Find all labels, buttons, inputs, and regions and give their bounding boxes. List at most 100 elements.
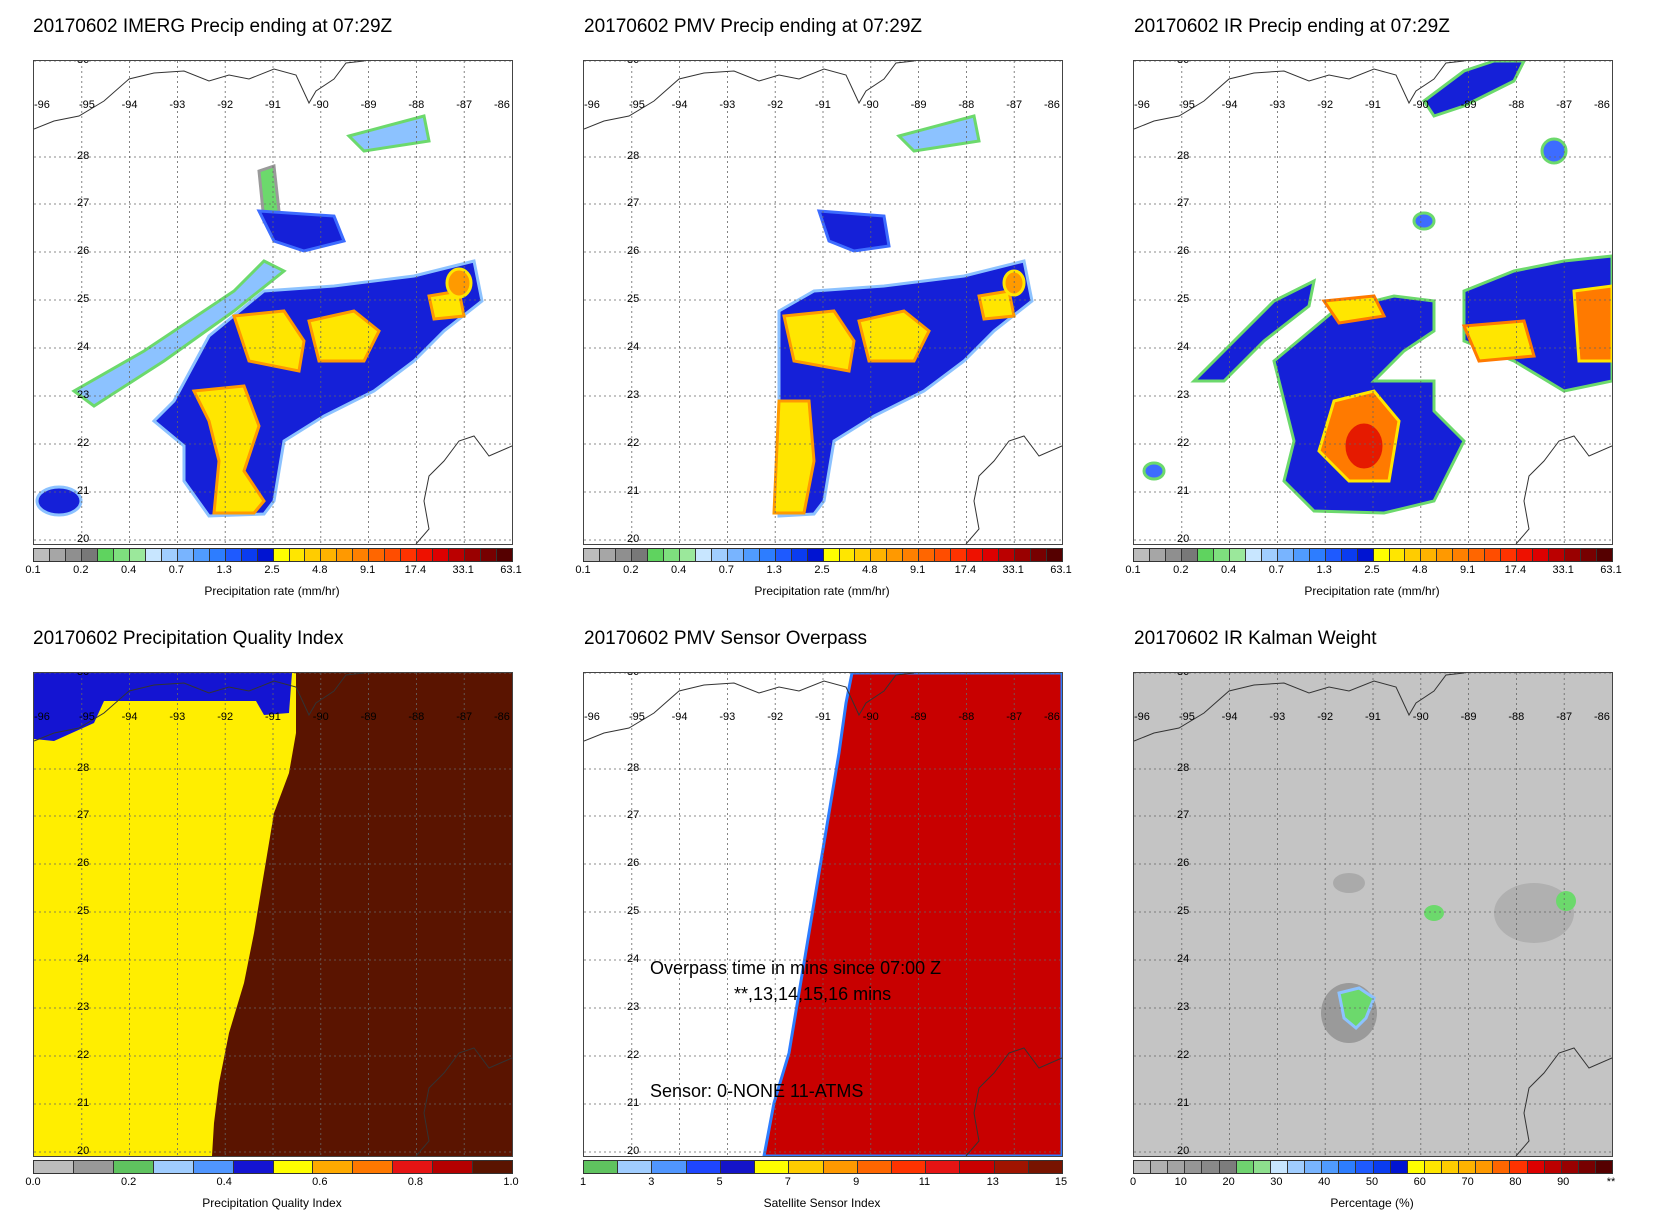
colorbar-swatch <box>960 1161 995 1173</box>
colorbar-swatch <box>1578 1161 1596 1173</box>
lat-label: 27 <box>627 809 640 821</box>
colorbar-swatch <box>193 549 210 561</box>
colorbar-tick: 1.3 <box>216 564 232 576</box>
colorbar-swatch <box>1229 549 1246 561</box>
lon-label: -92 <box>1317 99 1334 111</box>
lon-label: -87 <box>456 99 473 111</box>
colorbar-swatch <box>1373 549 1390 561</box>
lon-label: -88 <box>1508 99 1525 111</box>
lat-label: 25 <box>77 905 90 917</box>
colorbar-tick: 90 <box>1557 1176 1570 1188</box>
colorbar-swatches <box>1133 548 1613 562</box>
gulf-coastline <box>584 673 915 742</box>
lon-label: -86 <box>1594 711 1610 723</box>
lat-label: 21 <box>627 1097 640 1109</box>
colorbar-swatch <box>1533 549 1550 561</box>
panel-title-kalman: 20170602 IR Kalman Weight <box>1134 628 1377 649</box>
lon-label: -87 <box>1556 99 1573 111</box>
colorbar-tick: 17.4 <box>1504 564 1527 576</box>
lat-label: 21 <box>627 485 640 497</box>
colorbar-swatch <box>337 549 354 561</box>
colorbar-swatch <box>919 549 936 561</box>
lat-label: 26 <box>77 857 90 869</box>
colorbar-swatch <box>1597 549 1613 561</box>
lon-label: -87 <box>1556 711 1573 723</box>
colorbar-swatch <box>887 549 904 561</box>
colorbar-swatch <box>871 549 888 561</box>
colorbar-tick: 33.1 <box>1552 564 1574 576</box>
lon-label: -95 <box>79 711 95 723</box>
lat-label: 30 <box>1177 60 1190 66</box>
colorbar-swatch <box>1453 549 1470 561</box>
precip-area <box>857 309 931 363</box>
colorbar-swatch <box>618 1161 653 1173</box>
colorbar-swatch <box>1151 1161 1169 1173</box>
colorbar-swatch <box>1028 1161 1063 1173</box>
colorbar-tick: 0.1 <box>25 564 41 576</box>
colorbar-swatch <box>759 549 776 561</box>
lat-label: 23 <box>627 1001 640 1013</box>
colorbar-tick: 33.1 <box>1002 564 1024 576</box>
colorbar-tick: 0.4 <box>120 564 137 576</box>
colorbar-swatch <box>113 549 130 561</box>
colorbar-tick: 0 <box>1129 1176 1137 1188</box>
colorbar-swatch <box>1493 1161 1511 1173</box>
colorbar-swatches <box>583 548 1063 562</box>
lon-label: -96 <box>34 99 50 111</box>
colorbar-swatch <box>97 549 114 561</box>
lat-label: 20 <box>627 533 640 545</box>
yucatan-coastline <box>965 435 1062 544</box>
lat-label: 27 <box>77 197 90 209</box>
colorbar-swatch <box>177 549 194 561</box>
colorbar-swatch <box>1469 549 1486 561</box>
lon-label: -94 <box>1221 711 1238 723</box>
colorbar-tick: 0.1 <box>1125 564 1141 576</box>
colorbar-swatch <box>73 1161 114 1173</box>
colorbar-swatch <box>145 549 162 561</box>
colorbar-swatch <box>1517 549 1534 561</box>
colorbar-swatch <box>1407 1161 1425 1173</box>
lat-label: 25 <box>77 293 90 305</box>
colorbar-swatch <box>1501 549 1518 561</box>
colorbar-swatch <box>313 1161 354 1173</box>
panel-title-ir: 20170602 IR Precip ending at 07:29Z <box>1134 16 1450 37</box>
colorbar-swatch <box>1149 549 1166 561</box>
colorbar-swatch <box>1253 1161 1271 1173</box>
colorbar-swatch <box>1165 549 1182 561</box>
sensor-legend-text: Sensor: 0-NONE 11-ATMS <box>650 1081 864 1101</box>
lat-label: 23 <box>1177 389 1190 401</box>
gulf-coastline <box>1134 673 1465 742</box>
colorbar-swatch <box>1341 549 1358 561</box>
colorbar-swatch <box>926 1161 961 1173</box>
gulf-coastline <box>34 61 365 130</box>
colorbar-tick: 0.7 <box>1268 564 1285 576</box>
colorbar-tick: 63.1 <box>500 564 522 576</box>
panel-title-pqi: 20170602 Precipitation Quality Index <box>33 628 344 649</box>
colorbar-swatch <box>1309 549 1326 561</box>
colorbar-swatch <box>1031 549 1048 561</box>
colorbar-swatch <box>353 1161 394 1173</box>
colorbar-swatch <box>967 549 984 561</box>
colorbar-swatch <box>775 549 792 561</box>
lat-label: 26 <box>627 857 640 869</box>
lat-label: 24 <box>1177 341 1190 353</box>
lon-label: -92 <box>217 99 234 111</box>
colorbar-swatch <box>903 549 920 561</box>
lat-label: 24 <box>77 341 90 353</box>
lat-label: 21 <box>1177 1097 1190 1109</box>
colorbar-swatch <box>233 1161 274 1173</box>
lon-label: -89 <box>910 711 927 723</box>
colorbar-swatch <box>1261 549 1278 561</box>
lon-label: -90 <box>1412 99 1429 111</box>
colorbar-swatch <box>1424 1161 1442 1173</box>
colorbar-swatch <box>1202 1161 1220 1173</box>
precip-cell <box>35 485 83 517</box>
lat-label: 20 <box>1177 1145 1190 1157</box>
lon-label: -86 <box>494 99 510 111</box>
colorbar-swatch <box>1390 1161 1408 1173</box>
colorbar-label: Precipitation rate (mm/hr) <box>204 584 340 598</box>
lat-label: 30 <box>77 60 90 66</box>
lat-label: 21 <box>77 485 90 497</box>
colorbar-swatches <box>33 1160 513 1174</box>
precip-field <box>35 114 484 518</box>
